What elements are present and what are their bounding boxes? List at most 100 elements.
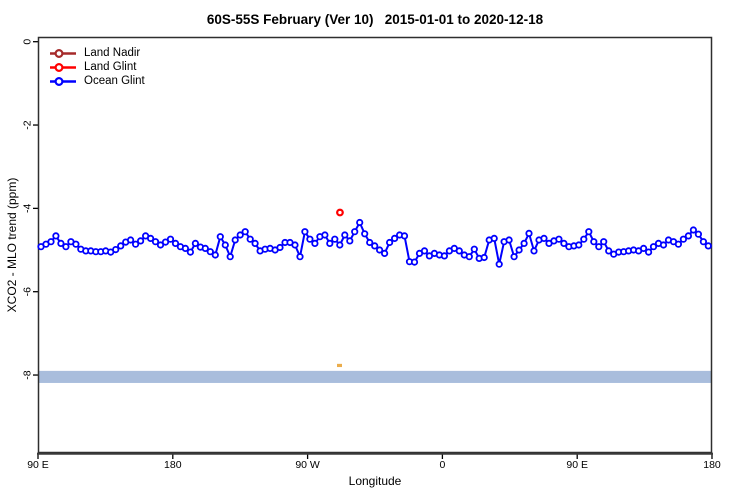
legend: Land Nadir Land Glint Ocean Glint xyxy=(49,46,145,88)
ocean-glint-point xyxy=(644,248,653,256)
ocean-glint-point xyxy=(341,231,349,239)
x-tick-label: 180 xyxy=(703,459,721,471)
legend-item-land-nadir: Land Nadir xyxy=(49,46,145,60)
ocean-glint-point xyxy=(575,241,583,249)
ocean-glint-point xyxy=(580,235,588,243)
ocean-glint-point xyxy=(137,237,145,245)
ocean-glint-point xyxy=(47,238,55,246)
ocean-glint-point xyxy=(659,241,668,249)
y-tick-label: -4 xyxy=(22,204,34,213)
ocean-glint-point xyxy=(306,235,314,243)
ocean-glint-point xyxy=(211,251,219,259)
ocean-glint-point xyxy=(595,243,603,251)
ocean-glint-point xyxy=(147,234,155,242)
ocean-glint-point xyxy=(455,247,463,255)
ocean-glint-point xyxy=(221,241,229,249)
ocean-glint-point xyxy=(216,233,224,241)
ocean-glint-point xyxy=(251,239,259,247)
x-tick-label: 90 E xyxy=(27,459,49,471)
ocean-glint-point xyxy=(590,238,598,246)
ocean-glint-point xyxy=(480,253,488,262)
ocean-glint-point xyxy=(206,248,214,256)
ocean-glint-point xyxy=(201,244,209,252)
ocean-glint-point xyxy=(336,241,344,249)
x-tick-label: 180 xyxy=(164,459,182,471)
reference-band xyxy=(38,370,712,383)
ocean-glint-point xyxy=(276,243,284,252)
ocean-glint-point xyxy=(112,246,120,254)
ocean-glint-point xyxy=(241,228,249,236)
ocean-glint-point xyxy=(226,253,234,261)
ocean-glint-point xyxy=(296,253,304,261)
land-glint-marker-icon xyxy=(50,62,76,72)
ocean-glint-point xyxy=(151,238,160,246)
ocean-glint-point xyxy=(321,231,329,239)
ocean-glint-marker-icon xyxy=(50,76,76,86)
ocean-glint-point xyxy=(351,228,359,236)
ocean-glint-point xyxy=(326,239,334,247)
legend-item-land-glint: Land Glint xyxy=(49,60,145,74)
y-tick-label: 0 xyxy=(22,39,34,45)
ocean-glint-point xyxy=(505,236,513,244)
ocean-glint-point xyxy=(117,242,125,250)
chart-title: 60S-55S February (Ver 10) 2015-01-01 to … xyxy=(206,12,544,27)
ocean-glint-point xyxy=(694,230,703,238)
ocean-glint-point xyxy=(186,248,194,256)
y-tick-label: -8 xyxy=(22,370,34,379)
ocean-glint-point xyxy=(346,237,354,245)
ocean-glint-point xyxy=(375,246,384,254)
ocean-glint-point xyxy=(246,235,254,243)
ocean-glint-point xyxy=(649,243,658,251)
ocean-glint-point xyxy=(127,236,135,244)
ocean-glint-point xyxy=(495,260,503,268)
x-tick-label: 0 xyxy=(439,459,445,471)
ocean-glint-point xyxy=(490,234,498,242)
ocean-glint-point xyxy=(331,235,339,243)
ocean-glint-point xyxy=(156,241,165,249)
ocean-glint-point xyxy=(311,239,319,247)
ocean-glint-point xyxy=(361,230,369,238)
ocean-glint-point xyxy=(689,226,698,234)
legend-item-label: Ocean Glint xyxy=(84,75,145,87)
x-tick-label: 90 E xyxy=(566,459,588,471)
ocean-glint-point xyxy=(62,243,70,251)
ocean-glint-point xyxy=(132,240,140,248)
ocean-glint-point xyxy=(171,239,180,247)
ocean-glint-point xyxy=(674,240,683,248)
ocean-glint-point xyxy=(515,246,523,254)
ocean-glint-point xyxy=(605,247,613,255)
x-axis-label: Longitude xyxy=(348,474,402,488)
ocean-glint-point xyxy=(385,238,394,247)
ocean-glint-point xyxy=(166,235,175,243)
y-tick-label: -6 xyxy=(22,287,34,296)
ocean-glint-point xyxy=(410,258,419,266)
ocean-glint-point xyxy=(560,239,568,247)
ocean-glint-point xyxy=(72,240,80,248)
ocean-glint-point xyxy=(510,253,518,261)
legend-item-ocean-glint: Ocean Glint xyxy=(49,74,145,88)
ocean-glint-point xyxy=(585,228,593,236)
ocean-glint-point xyxy=(555,235,563,243)
ocean-glint-point xyxy=(684,232,693,240)
ocean-glint-point xyxy=(390,234,399,242)
ocean-glint-point xyxy=(420,247,429,255)
ocean-glint-point xyxy=(639,244,648,252)
y-axis-label: XCO2 - MLO trend (ppm) xyxy=(5,177,19,313)
ocean-glint-point xyxy=(181,244,189,252)
aux-marker xyxy=(337,363,343,368)
ocean-glint-point xyxy=(191,239,199,247)
ocean-glint-point xyxy=(291,241,299,249)
ocean-glint-point xyxy=(231,236,239,244)
x-tick-label: 90 W xyxy=(295,459,320,471)
ocean-glint-point xyxy=(440,252,448,260)
ocean-glint-point xyxy=(236,231,244,239)
ocean-glint-point xyxy=(52,232,60,240)
y-tick-label: -2 xyxy=(22,120,34,129)
ocean-glint-point xyxy=(301,228,309,236)
ocean-glint-point xyxy=(525,229,533,237)
ocean-glint-point xyxy=(57,239,65,247)
ocean-glint-point xyxy=(380,249,389,257)
ocean-glint-point xyxy=(371,242,379,250)
